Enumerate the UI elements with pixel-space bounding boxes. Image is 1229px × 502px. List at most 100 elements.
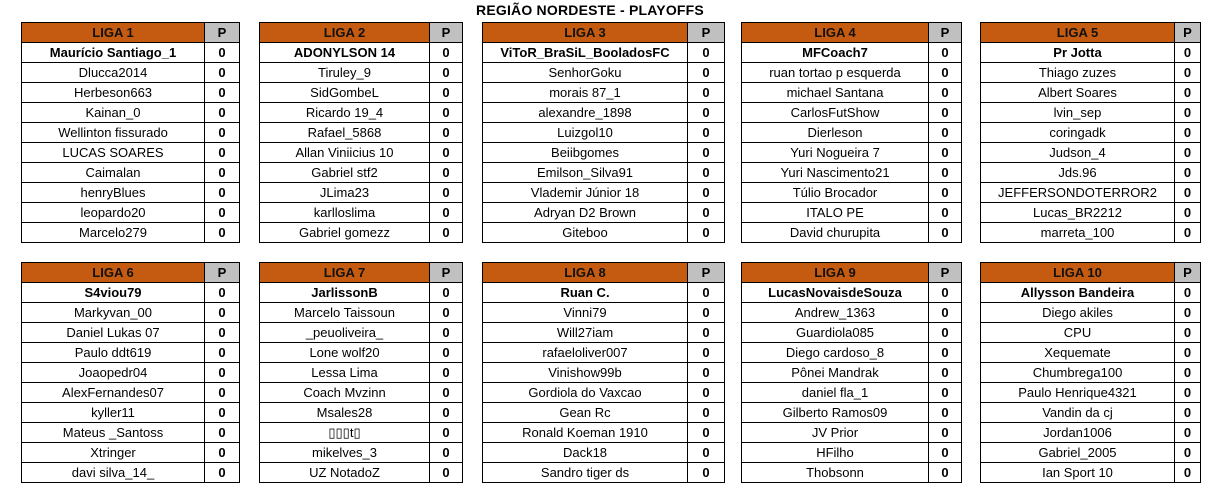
player-name: morais 87_1 [482,82,688,103]
player-name: Xequemate [980,342,1175,363]
player-points: 0 [1174,122,1201,143]
player-points: 0 [429,462,463,483]
player-row: ITALO PE 0 [741,202,962,223]
player-row: Ronald Koeman 1910 0 [482,422,725,443]
player-points: 0 [204,142,240,163]
player-row: Wellinton fissurado 0 [21,122,240,143]
player-points: 0 [1174,442,1201,463]
player-name: Ricardo 19_4 [259,102,430,123]
player-row: leopardo20 0 [21,202,240,223]
player-name: Vinishow99b [482,362,688,383]
player-points: 0 [687,222,725,243]
player-name: Yuri Nascimento21 [741,162,929,183]
player-points: 0 [1174,382,1201,403]
player-name: Giteboo [482,222,688,243]
player-row: Diego akiles 0 [980,302,1201,323]
player-name: kyller11 [21,402,205,423]
league-table-2: LIGA 2 P ADONYLSON 14 0 Tiruley_9 0 SidGombeL 0… [259,22,463,243]
player-name: Judson_4 [980,142,1175,163]
player-points: 0 [928,202,962,223]
player-name: ITALO PE [741,202,929,223]
player-name: Jordan1006 [980,422,1175,443]
player-points: 0 [1174,422,1201,443]
player-row: HFilho 0 [741,442,962,463]
player-name: Adryan D2 Brown [482,202,688,223]
player-points: 0 [928,162,962,183]
player-name: Dlucca2014 [21,62,205,83]
player-row: Rafael_5868 0 [259,122,463,143]
player-name: Albert Soares [980,82,1175,103]
player-points: 0 [687,102,725,123]
player-row: Vinni79 0 [482,302,725,323]
player-points: 0 [204,122,240,143]
player-name: Maurício Santiago_1 [21,42,205,63]
player-name: Ruan C. [482,282,688,303]
player-name: Wellinton fissurado [21,122,205,143]
player-row: Allan Viniicius 10 0 [259,142,463,163]
player-name: Dierleson [741,122,929,143]
player-name: Coach Mvzinn [259,382,430,403]
player-row: Chumbrega100 0 [980,362,1201,383]
player-name: Paulo ddt619 [21,342,205,363]
points-header: P [928,262,962,283]
player-name: ▯▯▯t▯ [259,422,430,443]
player-name: Vlademir Júnior 18 [482,182,688,203]
player-name: Caimalan [21,162,205,183]
player-name: JarlissonB [259,282,430,303]
player-row: ruan tortao p esquerda 0 [741,62,962,83]
player-points: 0 [1174,102,1201,123]
player-name: Dack18 [482,442,688,463]
player-points: 0 [928,442,962,463]
player-points: 0 [928,42,962,63]
player-row: davi silva_14_ 0 [21,462,240,483]
player-points: 0 [429,342,463,363]
player-name: JLima23 [259,182,430,203]
league-table-6: LIGA 6 P S4viou79 0 Markyvan_00 0 Daniel Lukas… [21,262,240,483]
player-row: Xequemate 0 [980,342,1201,363]
player-row: Albert Soares 0 [980,82,1201,103]
player-name: lvin_sep [980,102,1175,123]
player-points: 0 [204,362,240,383]
player-points: 0 [928,82,962,103]
points-header: P [204,22,240,43]
player-name: Marcelo279 [21,222,205,243]
player-row: daniel fla_1 0 [741,382,962,403]
player-name: SenhorGoku [482,62,688,83]
player-row: Giteboo 0 [482,222,725,243]
player-name: daniel fla_1 [741,382,929,403]
player-row: Markyvan_00 0 [21,302,240,323]
player-name: Guardiola085 [741,322,929,343]
player-row: Vinishow99b 0 [482,362,725,383]
player-row: michael Santana 0 [741,82,962,103]
player-points: 0 [928,322,962,343]
player-name: CPU [980,322,1175,343]
player-points: 0 [687,362,725,383]
points-header: P [429,22,463,43]
player-points: 0 [429,402,463,423]
player-points: 0 [429,42,463,63]
player-points: 0 [204,442,240,463]
player-name: Lone wolf20 [259,342,430,363]
player-row: Maurício Santiago_1 0 [21,42,240,63]
player-row: JarlissonB 0 [259,282,463,303]
player-row: Daniel Lukas 07 0 [21,322,240,343]
player-name: Yuri Nogueira 7 [741,142,929,163]
player-points: 0 [1174,322,1201,343]
player-points: 0 [687,382,725,403]
player-points: 0 [928,342,962,363]
player-name: Diego akiles [980,302,1175,323]
player-row: Xtringer 0 [21,442,240,463]
player-points: 0 [928,62,962,83]
player-row: Sandro tiger ds 0 [482,462,725,483]
player-points: 0 [429,322,463,343]
player-points: 0 [687,162,725,183]
player-points: 0 [928,422,962,443]
player-row: LUCAS SOARES 0 [21,142,240,163]
player-points: 0 [687,402,725,423]
player-row: Marcelo279 0 [21,222,240,243]
